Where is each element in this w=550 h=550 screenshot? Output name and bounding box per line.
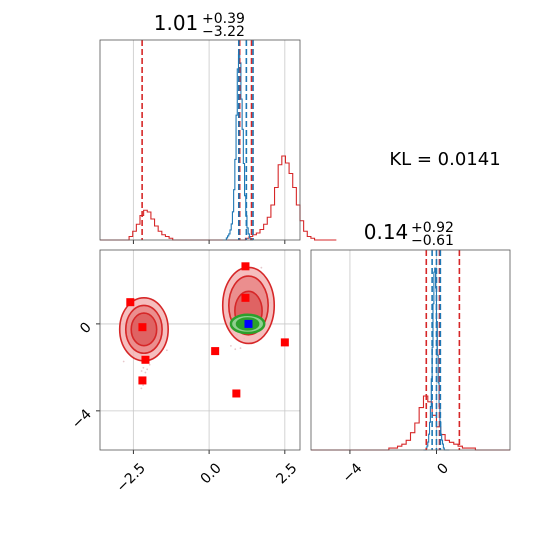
scatter-sample-10 <box>229 344 232 347</box>
scatter-sample-63 <box>148 363 151 366</box>
title-p1-main: 0.14 <box>364 220 409 244</box>
scatter-red-marker-6 <box>241 262 250 271</box>
scatter-blue-marker <box>244 319 253 328</box>
hist-p0-frame <box>99 39 301 241</box>
hist-panel-p1: −4 0 <box>310 249 511 486</box>
scatter-red-marker-3 <box>138 376 147 385</box>
scatter-sample-45 <box>122 360 125 363</box>
scatter-red-marker-5 <box>232 389 241 398</box>
title-p1-sup: +0.92 <box>411 220 454 236</box>
kl-annotation: KL = 0.0141 <box>389 149 500 170</box>
scatter-xtick-label-0: −2.5 <box>114 460 149 495</box>
scatter-xtick-label-2: 2.5 <box>273 460 300 487</box>
title-p0-sup: +0.39 <box>202 11 245 27</box>
title-p1-sub: −0.61 <box>411 233 454 249</box>
title-p1: 0.14 +0.92 −0.61 <box>364 220 454 249</box>
hist-p1-frame <box>310 249 511 451</box>
hist-p1-xtick-label-1: 0 <box>434 460 452 478</box>
scatter-sample-6 <box>165 349 168 352</box>
scatter-red-marker-7 <box>241 293 250 302</box>
scatter-red-marker-2 <box>141 355 150 364</box>
scatter-sample-51 <box>140 370 143 372</box>
title-p0-sub: −3.22 <box>202 24 245 40</box>
scatter-ytick-label-0: 0 <box>77 319 95 337</box>
scatter-xtick-label-1: 0.0 <box>198 460 225 487</box>
hist-p1-xtick-label-0: −4 <box>340 460 366 486</box>
hist-p0-red-series <box>100 155 337 241</box>
scatter-sample-36 <box>144 371 147 374</box>
scatter-red-marker-0 <box>126 298 135 307</box>
scatter-red-marker-1 <box>138 323 147 332</box>
scatter-sample-30 <box>140 387 143 390</box>
hist-p1-red-series <box>311 395 510 451</box>
scatter-red-marker-8 <box>280 338 289 347</box>
scatter-panel: −2.5 0.0 2.5 0 −4 <box>69 249 301 496</box>
scatter-frame <box>99 249 301 451</box>
scatter-sample-38 <box>239 347 242 350</box>
hist-panel-p0 <box>99 39 337 244</box>
title-p0: 1.01 +0.39 −3.22 <box>154 11 245 40</box>
title-p0-main: 1.01 <box>154 11 199 35</box>
scatter-sample-18 <box>146 368 149 371</box>
scatter-sample-44 <box>234 348 237 351</box>
hist-p0-blue-series <box>222 54 254 241</box>
scatter-red-marker-4 <box>211 347 220 356</box>
scatter-ytick-label-1: −4 <box>69 406 95 432</box>
scatter-sample-12 <box>142 384 145 387</box>
scatter-sample-14 <box>260 266 263 269</box>
scatter-sample-33 <box>142 366 145 369</box>
hist-p1-blue-series <box>423 267 450 451</box>
